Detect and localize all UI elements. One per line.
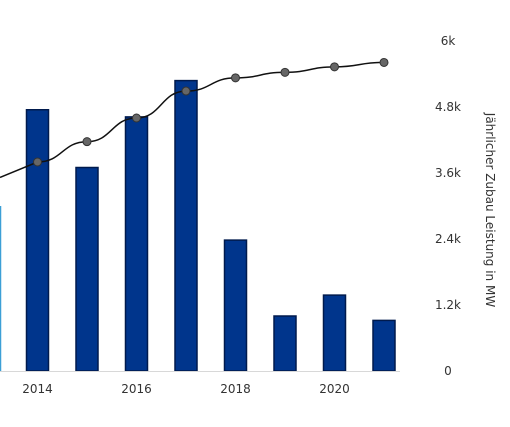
bar-2019 [273, 315, 297, 372]
bar-2021 [372, 319, 396, 372]
y-tick-label: 2.4k [435, 232, 461, 246]
y-tick-label: 4.8k [435, 100, 461, 114]
line-point-2014 [33, 157, 42, 167]
bar-2016 [124, 116, 149, 372]
bar-series [0, 79, 396, 372]
line-point-2015 [82, 137, 92, 147]
line-point-2016 [132, 113, 141, 123]
y-tick-label: 0 [444, 364, 452, 378]
bar-2015 [75, 166, 99, 372]
line-point-2020 [330, 62, 339, 72]
x-axis-ticks: 2014 2016 2018 2020 [22, 382, 350, 396]
y-tick-label: 3.6k [435, 166, 461, 180]
x-tick-label: 2016 [121, 382, 152, 396]
line-point-2019 [280, 67, 290, 77]
y-tick-label: 1.2k [435, 298, 461, 312]
x-tick-label: 2020 [319, 382, 350, 396]
line-point-2021 [379, 57, 389, 67]
line-point-2018 [231, 73, 240, 83]
y-tick-label: 6k [441, 34, 456, 48]
y-axis-ticks: 0 1.2k 2.4k 3.6k 4.8k 6k [435, 34, 461, 378]
line-series [0, 57, 389, 179]
bar-2018 [223, 239, 248, 372]
x-tick-label: 2014 [22, 382, 53, 396]
y-axis-title: Jährlicher Zubau Leistung in MW [483, 112, 497, 308]
line-point-2017 [181, 86, 191, 96]
bar-2020 [322, 294, 347, 372]
bar-2017 [174, 79, 198, 372]
x-tick-label: 2018 [220, 382, 251, 396]
bar-2014 [25, 109, 50, 372]
